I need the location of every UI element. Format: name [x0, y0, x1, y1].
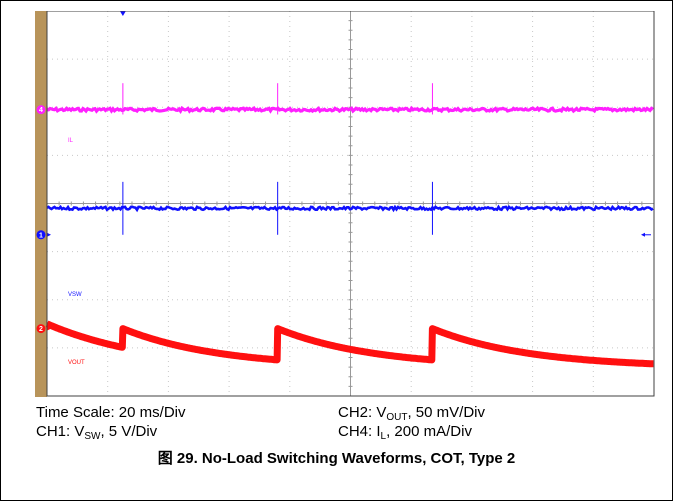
trace-il: [46, 105, 654, 114]
marker-ch2-arrow: [47, 326, 51, 331]
figure-title: 图 29. No-Load Switching Waveforms, COT, …: [157, 450, 516, 467]
trace-label-vout: VOUT: [68, 360, 85, 366]
trigger-position-marker: [119, 11, 126, 16]
scope-border: [46, 11, 655, 397]
trace-label-vsw: VSW: [68, 292, 82, 298]
trace-vout: [44, 320, 655, 368]
marker-ch2-label: 2: [39, 326, 43, 333]
channel-markers: 4 1 2: [36, 11, 651, 334]
caption-time-scale: Time Scale: 20 ms/Div: [36, 404, 186, 421]
marker-ch4-arrow: [47, 107, 51, 112]
marker-ch4-label: 4: [39, 107, 43, 114]
marker-ch4: [36, 105, 46, 115]
marker-ch1-arrow: [47, 232, 51, 237]
trace-vsw: [46, 204, 654, 213]
caption-ch4: CH4: IL, 200 mA/Div: [338, 423, 472, 442]
marker-ch1: [36, 230, 46, 240]
marker-ch1-label: 1: [39, 232, 43, 239]
caption-ch1: CH1: VSW, 5 V/Div: [36, 423, 158, 442]
trace-label-il: IL: [68, 138, 74, 144]
marker-ch2: [36, 324, 46, 334]
oscilloscope-screen: 4 1 2 IL VSW VOUT: [35, 11, 655, 397]
top-rule: [0, 0, 673, 1]
scope-left-bezel: [35, 11, 47, 397]
trigger-level-arrow: [641, 232, 645, 237]
caption-ch2: CH2: VOUT, 50 mV/Div: [338, 404, 485, 423]
scope-traces: [44, 83, 655, 368]
